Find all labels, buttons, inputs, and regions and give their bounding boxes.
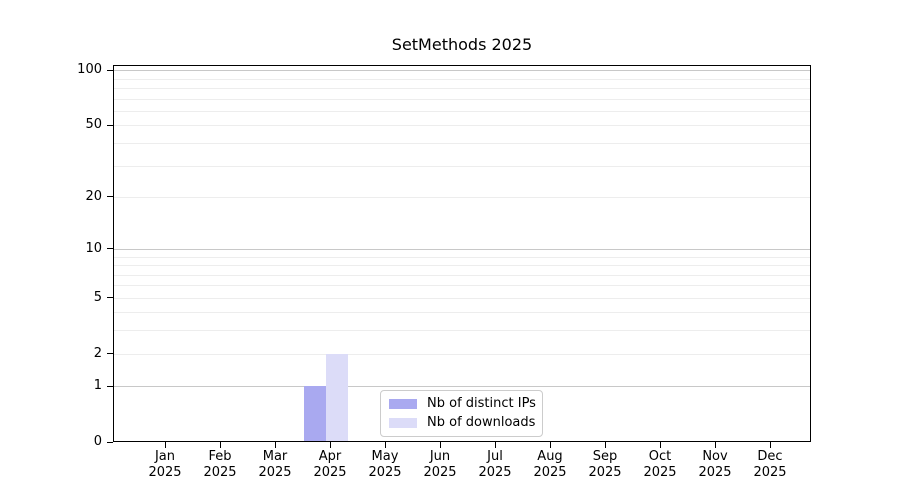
x-axis-label: Nov 2025 — [687, 449, 743, 481]
x-axis-label-line: 2025 — [203, 465, 237, 480]
x-axis-tick — [440, 442, 441, 448]
x-axis-tick — [550, 442, 551, 448]
major-gridline — [113, 248, 811, 250]
x-axis-label-line: 2025 — [588, 465, 622, 480]
y-axis-label: 10 — [85, 240, 102, 256]
x-axis-tick — [770, 442, 771, 448]
y-axis-tick — [107, 353, 113, 354]
minor-gridline — [113, 165, 811, 167]
legend-item-downloads: Nb of downloads — [389, 415, 542, 431]
y-axis-label: 100 — [77, 62, 102, 78]
x-axis-label-line: 2025 — [368, 465, 402, 480]
minor-gridline — [113, 297, 811, 299]
y-axis-tick — [107, 248, 113, 250]
x-axis-tick — [330, 442, 331, 448]
x-axis-label-line: 2025 — [533, 465, 567, 480]
x-axis-label-line: 2025 — [643, 465, 677, 480]
bar-nb-of-distinct-ips — [304, 386, 326, 442]
x-axis-tick — [165, 442, 166, 448]
x-axis-label: Aug 2025 — [522, 449, 578, 481]
minor-gridline — [113, 274, 811, 276]
legend: Nb of distinct IPs Nb of downloads — [380, 390, 543, 437]
bar-nb-of-downloads — [326, 353, 348, 442]
minor-gridline — [113, 143, 811, 144]
x-axis-label-line: Oct — [648, 449, 672, 464]
x-axis-label-line: 2025 — [258, 465, 292, 480]
plot-area — [113, 65, 811, 442]
x-axis-label: May 2025 — [357, 449, 413, 481]
x-axis-tick — [385, 442, 386, 448]
y-axis-label: 0 — [93, 434, 102, 449]
x-axis-tick — [275, 442, 276, 448]
y-axis-label: 1 — [93, 378, 102, 394]
minor-gridline — [113, 265, 811, 267]
x-axis-label-line: Mar — [262, 449, 288, 464]
x-axis-label-line: 2025 — [313, 465, 347, 480]
x-axis-label-line: Jun — [429, 449, 451, 464]
y-axis-label: 2 — [93, 345, 102, 361]
x-axis-label: Jul 2025 — [467, 449, 523, 481]
x-axis-label-line: Aug — [537, 449, 563, 464]
minor-gridline — [113, 196, 811, 198]
x-axis-tick — [605, 442, 606, 448]
x-axis-label-line: Apr — [318, 449, 342, 464]
x-axis-label-line: Sep — [592, 449, 618, 464]
x-axis-label-line: 2025 — [753, 465, 787, 480]
legend-label-distinct-ips: Nb of distinct IPs — [427, 396, 536, 411]
x-axis-label-line: 2025 — [148, 465, 182, 480]
x-axis-tick — [715, 442, 716, 448]
legend-swatch-downloads-icon — [389, 418, 417, 428]
y-axis-tick — [107, 124, 113, 126]
chart-title: SetMethods 2025 — [391, 35, 533, 54]
major-gridline — [113, 70, 811, 72]
y-axis-tick — [107, 196, 113, 198]
x-axis-label: Jun 2025 — [412, 449, 468, 481]
y-axis-tick — [107, 69, 113, 71]
x-axis-tick — [660, 442, 661, 448]
x-axis-label: Oct 2025 — [632, 449, 688, 481]
minor-gridline — [113, 285, 811, 287]
minor-gridline — [113, 330, 811, 332]
x-axis-label-line: May — [371, 449, 399, 464]
y-axis-tick — [107, 441, 113, 443]
x-axis-label-line: 2025 — [423, 465, 457, 480]
minor-gridline — [113, 353, 811, 355]
x-axis-label-line: Dec — [757, 449, 783, 464]
minor-gridline — [113, 125, 811, 127]
minor-gridline — [113, 256, 811, 258]
x-axis-tick — [220, 442, 221, 448]
x-axis-label-line: 2025 — [698, 465, 732, 480]
x-axis-label-line: Feb — [208, 449, 232, 464]
y-axis-label: 50 — [85, 117, 102, 133]
x-axis-label-line: 2025 — [478, 465, 512, 480]
y-axis-label: 5 — [93, 289, 102, 305]
y-axis-tick — [107, 297, 113, 299]
y-axis-label: 20 — [85, 188, 102, 204]
minor-gridline — [113, 88, 811, 90]
minor-gridline — [113, 98, 811, 100]
x-axis-tick — [495, 442, 496, 448]
x-axis-label-line: Jan — [154, 449, 176, 464]
x-axis-label: Sep 2025 — [577, 449, 633, 481]
x-axis-label: Jan 2025 — [137, 449, 193, 481]
x-axis-label-line: Nov — [702, 449, 728, 464]
legend-label-downloads: Nb of downloads — [427, 415, 536, 430]
x-axis-label: Apr 2025 — [302, 449, 358, 481]
x-axis-label: Dec 2025 — [742, 449, 798, 481]
minor-gridline — [113, 111, 811, 112]
legend-swatch-distinct-ips-icon — [389, 399, 417, 409]
major-gridline — [113, 386, 811, 388]
legend-item-distinct-ips: Nb of distinct IPs — [389, 396, 542, 412]
minor-gridline — [113, 78, 811, 80]
x-axis-label: Feb 2025 — [192, 449, 248, 481]
x-axis-label-line: Jul — [487, 449, 503, 464]
y-axis-tick — [107, 385, 113, 387]
x-axis-label: Mar 2025 — [247, 449, 303, 481]
minor-gridline — [113, 312, 811, 314]
